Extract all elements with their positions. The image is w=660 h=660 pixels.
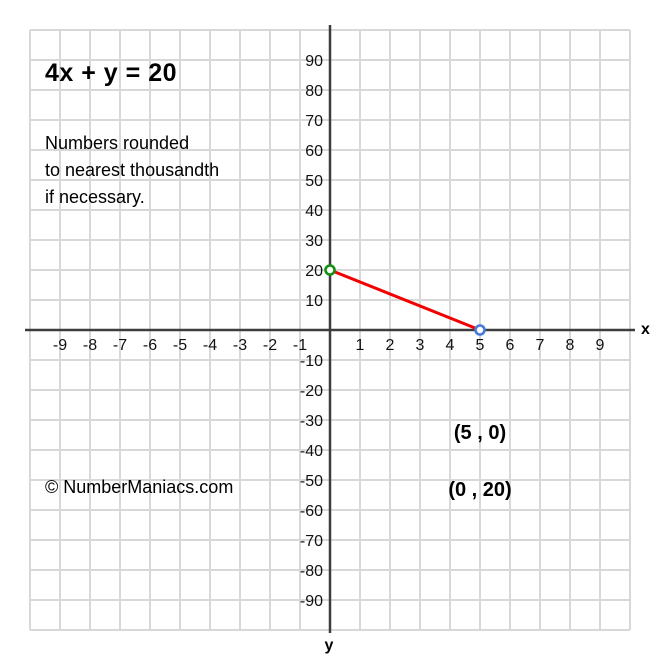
y-axis-letter: y <box>325 637 334 654</box>
x-tick-label: -4 <box>203 337 217 354</box>
x-tick-label: -9 <box>53 337 67 354</box>
x-intercept-label: (5 , 0) <box>453 422 507 444</box>
x-tick-label: -7 <box>113 337 127 354</box>
x-axis-letter: x <box>641 321 650 338</box>
x-tick-label: -3 <box>233 337 247 354</box>
y-tick-label: 80 <box>305 83 323 100</box>
y-tick-label: 90 <box>305 53 323 70</box>
y-tick-label: -40 <box>300 443 323 460</box>
x-tick-label: -2 <box>263 337 277 354</box>
x-tick-label: -6 <box>143 337 157 354</box>
rounding-note-line-1: Numbers rounded <box>45 133 190 153</box>
x-tick-label: 6 <box>506 337 515 354</box>
y-tick-label: -60 <box>300 503 323 520</box>
y-tick-label: 40 <box>305 203 323 220</box>
x-tick-label: 5 <box>476 337 485 354</box>
y-intercept-label: (0 , 20) <box>448 479 512 501</box>
x-tick-label: -5 <box>173 337 187 354</box>
y-tick-label: -80 <box>300 563 323 580</box>
equation-title: 4x + y = 20 <box>45 59 178 87</box>
y-tick-label: 20 <box>305 263 323 280</box>
x-tick-label: 9 <box>596 337 605 354</box>
y-tick-label: 30 <box>305 233 323 250</box>
rounding-note: Numbers rounded to nearest thousandth if… <box>45 130 219 211</box>
y-intercept-point <box>324 264 336 276</box>
y-tick-label: -50 <box>300 473 323 490</box>
y-tick-label: -30 <box>300 413 323 430</box>
y-tick-label: -70 <box>300 533 323 550</box>
rounding-note-line-2: to nearest thousandth <box>45 160 220 180</box>
x-tick-label: 4 <box>446 337 455 354</box>
x-tick-label: -1 <box>293 337 307 354</box>
y-tick-label: 10 <box>305 293 323 310</box>
x-tick-label: 3 <box>416 337 425 354</box>
y-tick-label: -90 <box>300 593 323 610</box>
x-tick-label: 8 <box>566 337 575 354</box>
x-tick-label: -8 <box>83 337 97 354</box>
copyright-text: © NumberManiacs.com <box>45 477 234 497</box>
y-tick-label: 60 <box>305 143 323 160</box>
x-intercept-point <box>474 324 486 336</box>
y-tick-label: 70 <box>305 113 323 130</box>
x-tick-label: 7 <box>536 337 545 354</box>
y-tick-label: -10 <box>300 353 323 370</box>
y-tick-label: -20 <box>300 383 323 400</box>
y-tick-label: 50 <box>305 173 323 190</box>
rounding-note-line-3: if necessary. <box>45 187 145 207</box>
x-tick-label: 1 <box>356 337 365 354</box>
plotted-line <box>328 268 482 332</box>
x-tick-label: 2 <box>386 337 395 354</box>
